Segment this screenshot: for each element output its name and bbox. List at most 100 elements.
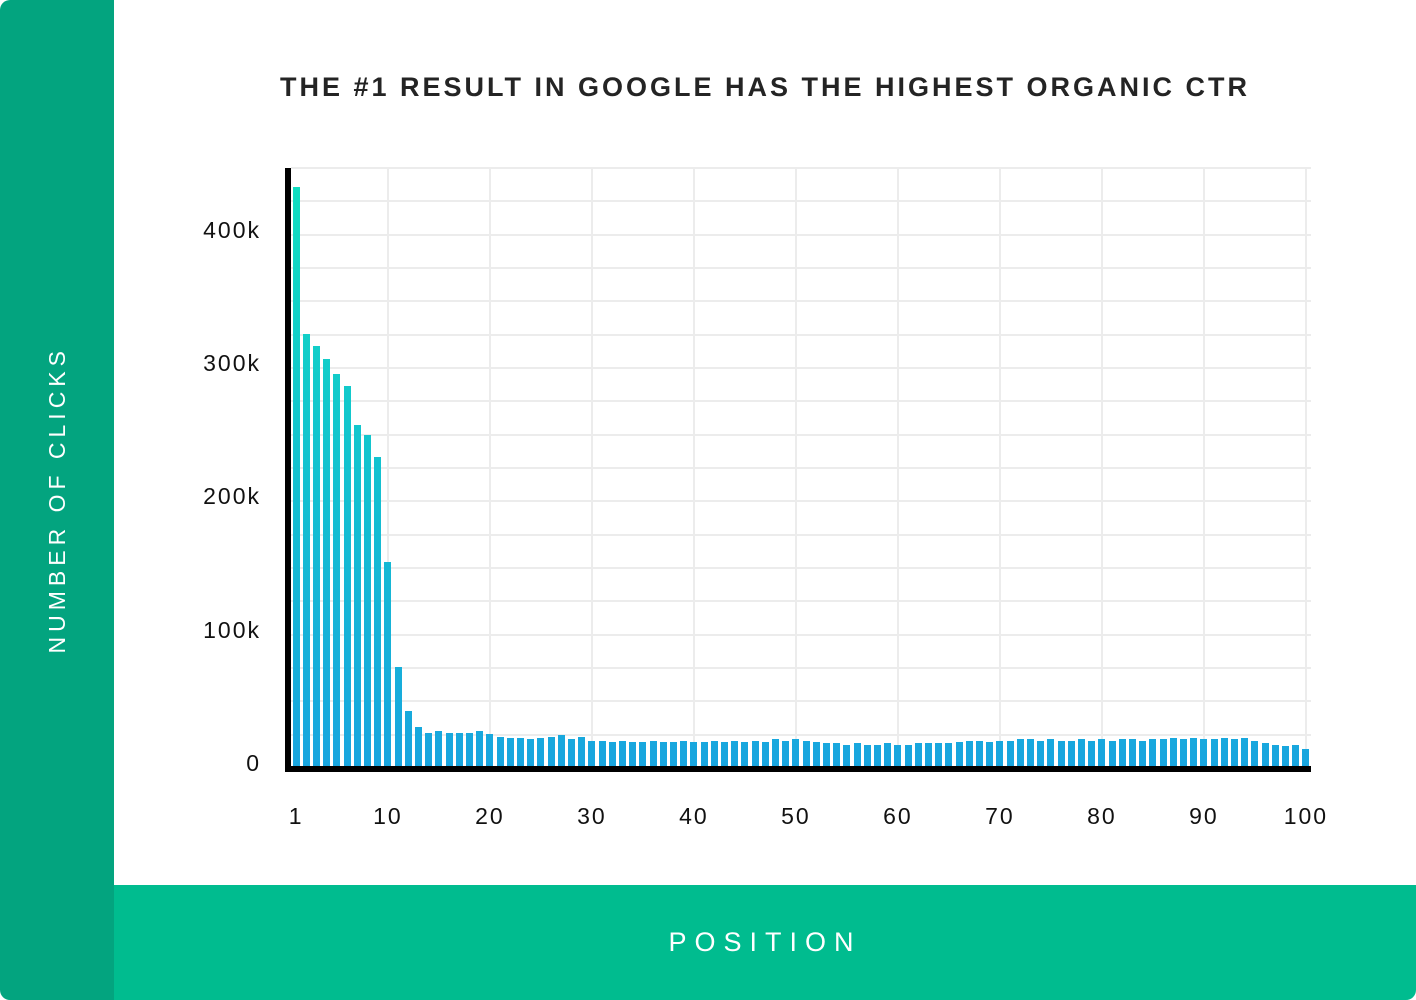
- bar-position-93: [1231, 739, 1238, 766]
- bar-position-84: [1139, 740, 1147, 766]
- bar-position-73: [1027, 739, 1034, 766]
- gridline-horizontal: [291, 300, 1311, 303]
- gridline-horizontal: [291, 667, 1311, 669]
- gridline-horizontal: [291, 533, 1311, 536]
- bar-position-51: [802, 740, 810, 766]
- bar-position-36: [649, 740, 657, 766]
- bar-position-80: [1098, 739, 1106, 766]
- bar-position-59: [884, 743, 892, 766]
- bar-position-97: [1271, 744, 1279, 766]
- bar-position-19: [476, 731, 484, 766]
- bar-position-46: [751, 740, 759, 766]
- bar-position-64: [935, 743, 943, 766]
- bar-position-50: [792, 739, 800, 766]
- y-tick-label: 100k: [203, 616, 261, 643]
- x-axis-title-bar: POSITION: [114, 885, 1416, 1000]
- bar-position-83: [1129, 739, 1136, 766]
- bar-position-71: [1006, 740, 1014, 766]
- gridline-horizontal: [291, 567, 1311, 569]
- bar-position-38: [670, 742, 677, 766]
- bar-position-3: [313, 346, 320, 766]
- bar-position-60: [894, 744, 902, 766]
- bar-position-95: [1251, 740, 1259, 766]
- bar-position-8: [364, 435, 371, 766]
- bar-position-14: [425, 732, 433, 766]
- gridline-vertical: [896, 168, 899, 768]
- bar-position-96: [1261, 743, 1269, 766]
- bar-position-9: [374, 456, 382, 766]
- gridline-horizontal: [291, 500, 1311, 503]
- gridline-horizontal: [291, 233, 1311, 236]
- bar-position-5: [333, 374, 341, 766]
- bar-position-85: [1149, 739, 1157, 766]
- bar-position-6: [343, 386, 351, 766]
- x-tick-label: 40: [679, 803, 709, 829]
- bar-position-22: [506, 738, 514, 766]
- bar-position-72: [1016, 739, 1024, 766]
- y-tick-label: 400k: [203, 216, 261, 243]
- bar-position-82: [1118, 739, 1126, 766]
- bar-position-28: [568, 739, 575, 766]
- x-axis-line: [285, 766, 1311, 772]
- bar-position-13: [415, 727, 422, 766]
- bar-position-48: [772, 739, 779, 766]
- bar-position-54: [833, 743, 841, 766]
- bar-position-66: [955, 742, 963, 766]
- bar-position-56: [853, 743, 861, 766]
- x-tick-label: 30: [577, 803, 607, 829]
- x-tick-label: 20: [475, 803, 505, 829]
- bar-position-74: [1037, 740, 1045, 766]
- bar-position-23: [517, 738, 524, 766]
- gridline-vertical: [590, 168, 593, 768]
- x-tick-label: 90: [1189, 803, 1219, 829]
- bar-position-99: [1292, 744, 1300, 766]
- gridline-horizontal: [291, 700, 1311, 703]
- gridline-horizontal: [291, 367, 1311, 369]
- y-axis-line: [285, 168, 291, 772]
- gridline-horizontal: [291, 433, 1311, 436]
- gridline-vertical: [794, 168, 797, 768]
- bar-position-61: [904, 744, 912, 766]
- bar-position-62: [914, 743, 922, 766]
- bar-position-18: [466, 732, 473, 766]
- bar-position-77: [1067, 740, 1075, 766]
- bar-position-92: [1220, 738, 1228, 766]
- gridline-horizontal: [291, 633, 1311, 636]
- y-axis-title: NUMBER OF CLICKS: [43, 346, 70, 654]
- x-axis-title: POSITION: [668, 927, 862, 957]
- bar-position-21: [496, 736, 504, 766]
- bar-position-10: [384, 562, 392, 766]
- bar-position-42: [710, 740, 718, 766]
- bar-position-94: [1241, 738, 1249, 766]
- x-tick-label: 10: [373, 803, 403, 829]
- x-tick-label: 1: [288, 803, 304, 829]
- bar-position-65: [945, 743, 953, 766]
- gridline-vertical: [1202, 168, 1205, 768]
- chart-panel: THE #1 RESULT IN GOOGLE HAS THE HIGHEST …: [114, 0, 1416, 885]
- bar-position-26: [547, 736, 555, 766]
- bar-position-88: [1180, 739, 1187, 766]
- bar-position-41: [700, 742, 708, 766]
- bar-position-70: [996, 740, 1004, 766]
- x-tick-label: 80: [1087, 803, 1117, 829]
- bar-position-7: [353, 424, 361, 766]
- bar-position-32: [608, 742, 616, 766]
- bar-position-79: [1088, 740, 1096, 766]
- x-tick-label: 70: [985, 803, 1015, 829]
- bar-position-55: [843, 744, 851, 766]
- gridline-vertical: [692, 168, 695, 768]
- x-tick-label: 50: [781, 803, 811, 829]
- bar-position-4: [323, 359, 331, 766]
- gridline-vertical: [998, 168, 1001, 768]
- gridline-vertical: [488, 168, 491, 768]
- bar-position-17: [455, 732, 463, 766]
- bar-position-87: [1169, 738, 1177, 766]
- bar-position-89: [1190, 738, 1198, 766]
- gridline-vertical: [1304, 168, 1307, 768]
- bar-position-58: [874, 744, 881, 766]
- y-tick-label: 300k: [203, 350, 261, 376]
- y-tick-label: 0: [246, 750, 261, 776]
- bar-position-63: [925, 743, 932, 766]
- bar-position-67: [965, 740, 973, 766]
